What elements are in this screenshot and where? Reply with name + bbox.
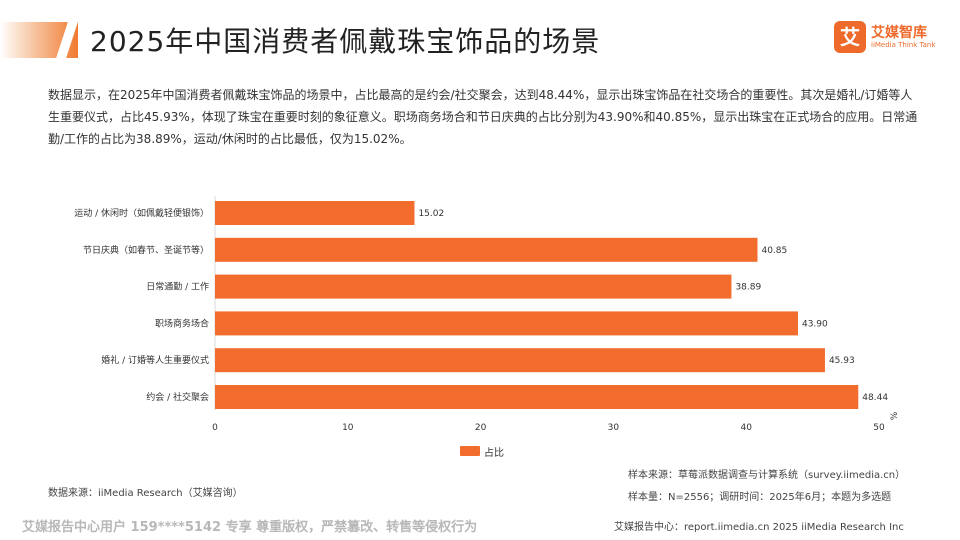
value-label: 15.02	[418, 209, 444, 219]
bar	[215, 201, 415, 225]
value-label: 48.44	[862, 393, 888, 403]
value-label: 45.93	[829, 356, 855, 366]
x-axis-unit: %	[890, 411, 900, 420]
footer-watermark: 艾媒报告中心用户 159****5142 专享 尊重版权，严禁篡改、转售等侵权行…	[22, 520, 478, 535]
category-label: 节日庆典（如春节、圣诞节等）	[83, 244, 209, 256]
bar	[215, 237, 758, 262]
value-label: 40.85	[761, 246, 787, 256]
sample-source-note: 样本来源：草莓派数据调查与计算系统（survey.iimedia.cn）	[628, 470, 906, 481]
x-tick-label: 40	[740, 423, 752, 433]
legend-label: 占比	[484, 448, 504, 459]
logo-name-cn: 艾媒智库	[871, 25, 927, 41]
category-label: 日常通勤 / 工作	[146, 281, 209, 293]
category-label: 约会 / 社交聚会	[146, 391, 209, 403]
bar	[215, 385, 859, 409]
x-tick-label: 20	[475, 423, 487, 433]
logo-mark-icon: 艾	[834, 21, 866, 53]
bar	[215, 274, 732, 299]
page-title: 2025年中国消费者佩戴珠宝饰品的场景	[90, 25, 601, 58]
legend-swatch	[460, 446, 480, 456]
bar	[215, 311, 798, 336]
summary-paragraph: 数据显示，在2025年中国消费者佩戴珠宝饰品的场景中，占比最高的是约会/社交聚会…	[48, 88, 918, 146]
data-source: 数据来源：iiMedia Research（艾媒咨询）	[48, 488, 243, 499]
bar	[215, 348, 825, 373]
x-tick-label: 0	[212, 423, 218, 433]
value-label: 38.89	[735, 283, 761, 293]
x-tick-label: 30	[608, 423, 620, 433]
bar-chart: 运动 / 休闲时（如佩戴轻便银饰） 15.02 节日庆典（如春节、圣诞节等） 40.8…	[74, 196, 900, 433]
logo-name-en: iiMedia Think Tank	[871, 41, 936, 49]
footer-copyright: 艾媒报告中心：report.iimedia.cn 2025 iiMedia Re…	[614, 522, 904, 533]
x-tick-label: 10	[342, 423, 354, 433]
category-label: 运动 / 休闲时（如佩戴轻便银饰）	[74, 207, 209, 219]
brand-logo: 艾 艾媒智库 iiMedia Think Tank	[834, 21, 936, 57]
value-label: 43.90	[802, 319, 828, 329]
x-tick-label: 50	[873, 423, 885, 433]
sample-size-note: 样本量：N=2556；调研时间：2025年6月；本题为多选题	[628, 492, 892, 503]
category-label: 职场商务场合	[155, 317, 209, 329]
category-label: 婚礼 / 订婚等人生重要仪式	[101, 354, 209, 366]
